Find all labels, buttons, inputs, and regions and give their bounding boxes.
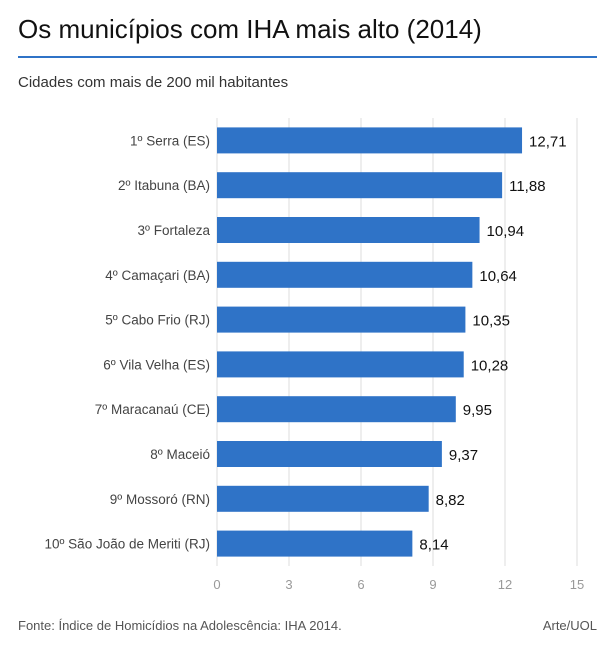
chart-title: Os municípios com IHA mais alto (2014)	[18, 14, 482, 44]
value-label: 8,14	[419, 537, 448, 554]
value-label: 9,95	[463, 402, 492, 419]
x-tick-label: 0	[213, 577, 220, 592]
value-label: 10,64	[479, 268, 517, 285]
bar	[217, 351, 464, 378]
value-label: 10,28	[471, 357, 509, 374]
bar	[217, 217, 480, 243]
category-label: 7º Maracanaú (CE)	[95, 402, 210, 417]
x-tick-label: 12	[498, 577, 512, 592]
x-tick-label: 15	[570, 577, 584, 592]
x-tick-label: 3	[285, 577, 292, 592]
bar	[217, 530, 413, 557]
category-label: 5º Cabo Frio (RJ)	[105, 313, 210, 328]
bar	[217, 306, 466, 333]
category-label: 9º Mossoró (RN)	[110, 492, 210, 507]
value-label: 10,35	[472, 313, 510, 330]
category-label: 4º Camaçari (BA)	[105, 268, 210, 283]
x-tick-label: 9	[429, 577, 436, 592]
value-label: 9,37	[449, 447, 478, 464]
title-divider	[18, 56, 597, 58]
value-label: 8,82	[436, 492, 465, 509]
source-note: Fonte: Índice de Homicídios na Adolescên…	[18, 618, 342, 633]
bar-chart: 0 3 6 9 12 15 1º Serra (ES) 12,71 2º Itabuna (BA…	[44, 118, 584, 592]
value-label: 12,71	[529, 133, 567, 150]
value-label: 10,94	[487, 223, 525, 240]
category-label: 10º São João de Meriti (RJ)	[44, 537, 210, 552]
bar	[217, 127, 523, 154]
category-label: 6º Vila Velha (ES)	[103, 357, 210, 372]
bar	[217, 261, 473, 288]
chart-subtitle: Cidades com mais de 200 mil habitantes	[18, 74, 289, 91]
bar	[217, 172, 503, 199]
bar	[217, 441, 442, 467]
bar	[217, 396, 456, 423]
credit-note: Arte/UOL	[542, 618, 597, 633]
category-label: 1º Serra (ES)	[130, 133, 210, 148]
category-label: 3º Fortaleza	[138, 223, 211, 238]
value-label: 11,88	[509, 178, 545, 195]
bar	[217, 485, 429, 512]
category-label: 8º Maceió	[150, 447, 210, 462]
x-tick-label: 6	[357, 577, 364, 592]
category-label: 2º Itabuna (BA)	[118, 178, 210, 193]
